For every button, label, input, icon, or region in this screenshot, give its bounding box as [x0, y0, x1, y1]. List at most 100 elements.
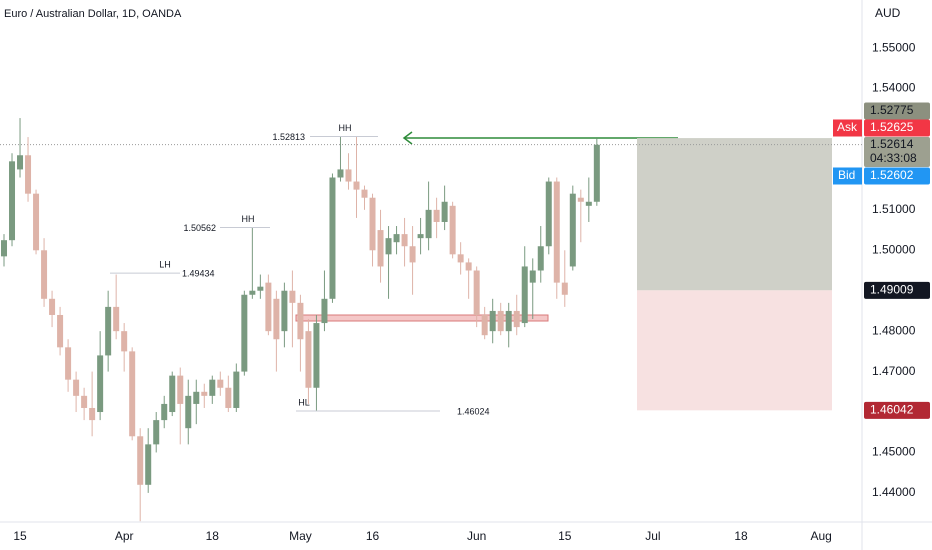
support-zone	[295, 314, 549, 322]
candle-body	[81, 395, 88, 408]
level-price: 1.52813	[272, 132, 305, 142]
candle-body	[273, 298, 280, 340]
x-tick-label: Jun	[467, 529, 486, 543]
x-tick-label: 15	[13, 529, 27, 543]
profit-zone	[637, 138, 832, 291]
y-tick-label: 1.48000	[872, 323, 916, 337]
candle-body	[129, 351, 136, 437]
candle-body	[137, 436, 144, 485]
ask-tag: Ask	[837, 120, 858, 134]
candle-body	[265, 282, 272, 332]
candle-body	[289, 290, 296, 303]
candle-body	[177, 375, 184, 404]
countdown: 04:33:08	[870, 151, 917, 165]
candle-body	[497, 310, 504, 332]
candle-body	[153, 420, 160, 445]
candle-body	[593, 144, 600, 202]
y-tick-label: 1.44000	[872, 485, 916, 499]
candle-body	[377, 230, 384, 267]
candle-body	[73, 379, 80, 396]
candle-body	[481, 314, 488, 336]
candle-body	[9, 161, 16, 241]
candle-body	[449, 205, 456, 255]
candle-body	[89, 407, 96, 421]
candle-body	[1, 240, 8, 257]
candle-body	[321, 298, 328, 324]
candle-body	[217, 379, 224, 388]
candle-body	[113, 306, 120, 332]
arrow-head	[402, 131, 413, 145]
candle-body	[369, 197, 376, 251]
candle-body	[145, 444, 152, 485]
y-tick-label: 1.45000	[872, 445, 916, 459]
candle-body	[161, 403, 168, 421]
level-tag: HH	[339, 123, 352, 133]
target-price-label: 1.52775	[870, 103, 914, 117]
candle-body	[441, 201, 448, 222]
candle-body	[473, 270, 480, 315]
level-tag: LH	[159, 260, 171, 270]
x-tick-label: Apr	[115, 529, 134, 543]
candle-body	[305, 331, 312, 388]
candle-body	[521, 266, 528, 324]
y-tick-label: 1.54000	[872, 81, 916, 95]
stop-zone	[637, 290, 832, 411]
candle-body	[233, 371, 240, 408]
candle-body	[17, 155, 24, 170]
candle-body	[225, 387, 232, 408]
level-price: 1.46024	[457, 406, 490, 416]
level-price: 1.50562	[183, 223, 216, 233]
candle-body	[193, 391, 200, 404]
entry-price-label-box	[864, 281, 930, 299]
candle-body	[457, 254, 464, 263]
candle-body	[249, 290, 256, 295]
target-price-label-box	[864, 102, 930, 120]
candle-body	[297, 302, 304, 340]
bid-tag: Bid	[838, 168, 855, 182]
candle-body	[553, 181, 560, 283]
ask-tag-box	[833, 119, 862, 137]
x-tick-label: 18	[206, 529, 220, 543]
y-tick-label: 1.47000	[872, 364, 916, 378]
bid-tag-box	[833, 167, 862, 185]
ask-price-label: 1.52625	[870, 120, 914, 134]
candle-body	[65, 347, 72, 380]
candle-body	[505, 310, 512, 332]
x-tick-label: 16	[366, 529, 380, 543]
last-price-label-box	[864, 137, 930, 167]
x-tick-label: Aug	[810, 529, 831, 543]
candle-body	[393, 234, 400, 243]
candle-body	[329, 177, 336, 299]
candle-body	[577, 197, 584, 202]
candle-body	[513, 310, 520, 328]
candle-body	[201, 391, 208, 396]
candle-body	[209, 379, 216, 396]
arrow	[402, 131, 678, 145]
candle-body	[185, 395, 192, 429]
bid-price-label: 1.52602	[870, 168, 914, 182]
entry-price-label: 1.49009	[870, 283, 914, 297]
bid-price-label-box	[864, 167, 930, 185]
candle-body	[489, 310, 496, 332]
x-tick-label: 18	[734, 529, 748, 543]
candle-body	[425, 209, 432, 239]
x-tick-label: 15	[558, 529, 572, 543]
candle-body	[569, 193, 576, 267]
candle-body	[529, 270, 536, 283]
ask-price-label-box	[864, 119, 930, 137]
candle-body	[401, 234, 408, 247]
last-price-label: 1.52614	[870, 137, 914, 151]
candle-body	[121, 331, 128, 352]
y-tick-label: 1.51000	[872, 202, 916, 216]
level-tag: HH	[242, 214, 255, 224]
level-tag: HL	[298, 397, 310, 407]
x-tick-label: May	[289, 529, 312, 543]
candle-body	[561, 282, 568, 295]
candle-body	[169, 375, 176, 413]
x-tick-label: Jul	[645, 529, 660, 543]
candle-body	[385, 238, 392, 255]
stop-price-label: 1.46042	[870, 402, 914, 416]
candle-body	[337, 169, 344, 178]
chart-title: Euro / Australian Dollar, 1D, OANDA	[4, 8, 182, 20]
